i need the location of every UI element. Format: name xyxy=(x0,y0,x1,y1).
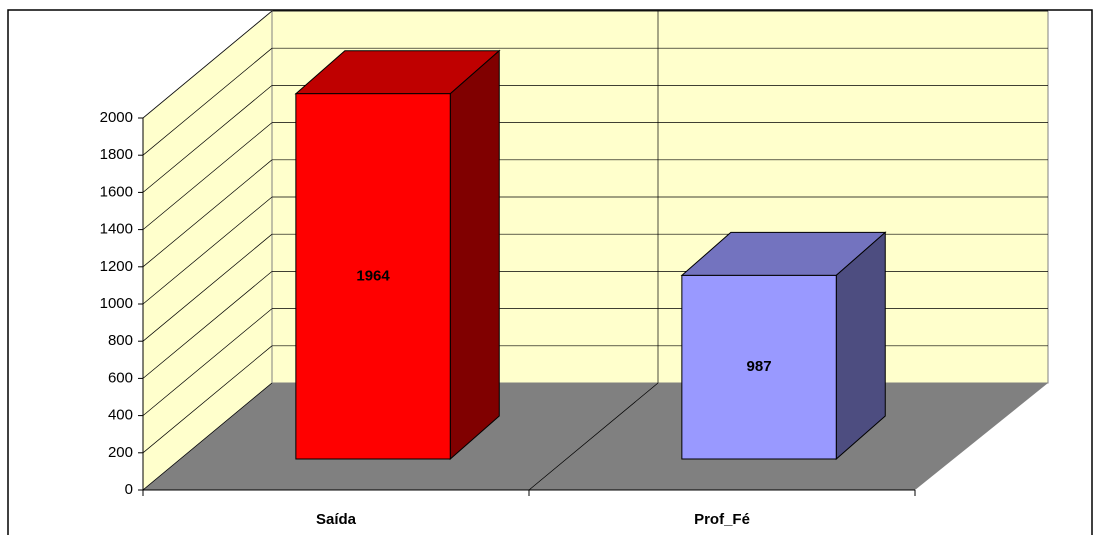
grid-line xyxy=(142,382,273,491)
x-tick-label: Prof_Fé xyxy=(694,511,750,528)
grid-line xyxy=(142,122,273,230)
grid-line xyxy=(142,85,273,193)
grid-line xyxy=(142,271,273,379)
grid-line xyxy=(142,233,273,342)
category-divider xyxy=(528,382,659,491)
y-tick-label: 1200 xyxy=(100,258,133,275)
floor xyxy=(143,383,1048,490)
bar-side xyxy=(449,49,500,461)
y-tick-label: 2000 xyxy=(100,109,133,126)
y-tick-label: 1400 xyxy=(100,221,133,238)
bar xyxy=(681,274,837,460)
y-tick-label: 1000 xyxy=(100,295,133,312)
data-label: 1964 xyxy=(356,267,390,284)
data-label: 987 xyxy=(747,358,772,375)
y-tick-label: 800 xyxy=(108,332,133,349)
y-tick-label: 200 xyxy=(108,444,133,461)
y-tick-label: 0 xyxy=(125,481,133,498)
y-tick-label: 1600 xyxy=(100,183,133,200)
y-tick-label: 1800 xyxy=(100,146,133,163)
grid-line xyxy=(142,159,273,268)
grid-line xyxy=(142,10,273,119)
grid-line xyxy=(142,345,273,454)
x-tick-label: Saída xyxy=(316,511,357,528)
y-tick-label: 600 xyxy=(108,369,133,386)
y-tick-label: 400 xyxy=(108,407,133,424)
grid-line xyxy=(142,47,273,156)
bar xyxy=(295,93,451,460)
grid-line xyxy=(142,196,273,305)
grid-line xyxy=(142,308,273,416)
